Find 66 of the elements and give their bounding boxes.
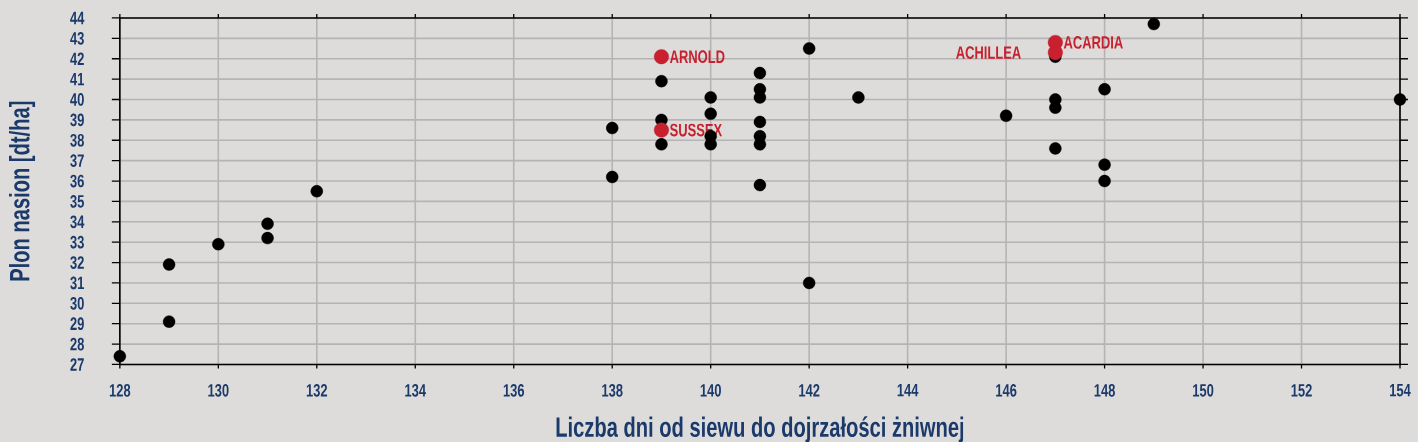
x-tick-label: 138 (602, 383, 623, 397)
x-tick-label: 128 (109, 383, 131, 397)
point (999, 109, 1013, 122)
y-tick-label: 30 (70, 296, 84, 310)
point (1049, 142, 1062, 155)
point (1393, 93, 1407, 106)
point (162, 258, 176, 271)
x-axis-title: Liczba dni od siewu do dojrzałości żniwnej (556, 416, 964, 442)
series-label: ARNOLD (669, 50, 725, 63)
x-tick-label: 148 (1094, 383, 1115, 397)
x-tick-label: 152 (1291, 383, 1312, 397)
y-tick-label: 44 (70, 11, 85, 24)
y-tick-label: 31 (70, 276, 84, 290)
point (606, 121, 619, 135)
point (753, 91, 767, 104)
point (1098, 82, 1111, 96)
x-tick-label: 142 (799, 383, 820, 397)
y-tick-label: 32 (70, 256, 84, 269)
point (802, 42, 816, 55)
y-tick-label: 27 (70, 358, 84, 371)
y-tick-label: 35 (70, 194, 84, 208)
point (704, 91, 717, 104)
x-tick-label: 134 (405, 383, 426, 397)
y-tick-label: 34 (70, 215, 85, 228)
series-label: ACARDIA (1063, 35, 1123, 49)
x-tick-label: 130 (208, 383, 229, 397)
point (261, 231, 274, 245)
y-axis-title: Plon nasion [dt/ha] (9, 101, 36, 281)
y-tick-label: 43 (70, 31, 84, 45)
y-tick-label: 41 (70, 72, 84, 86)
y-tick-label: 39 (70, 113, 84, 127)
x-tick-label: 140 (700, 383, 721, 397)
point (653, 49, 669, 65)
point (653, 122, 669, 138)
point (606, 170, 619, 183)
x-tick-label: 154 (1390, 383, 1411, 397)
point (310, 184, 323, 198)
series-label: ACHILLEA (956, 46, 1021, 59)
x-tick-label: 132 (306, 383, 328, 397)
x-tick-label: 146 (996, 383, 1017, 397)
point (753, 178, 767, 192)
y-tick-label: 33 (70, 235, 84, 249)
point (753, 115, 767, 128)
point (1098, 174, 1111, 188)
point (852, 91, 865, 104)
y-tick-label: 40 (70, 92, 84, 106)
y-tick-label: 36 (70, 174, 84, 188)
point (212, 237, 225, 251)
point (655, 137, 668, 151)
y-tick-label: 29 (70, 317, 84, 330)
x-tick-label: 136 (503, 383, 525, 397)
y-tick-label: 37 (70, 154, 84, 167)
point (1098, 158, 1111, 171)
y-tick-label: 42 (70, 52, 84, 65)
point (162, 315, 176, 328)
y-tick-label: 28 (70, 337, 84, 351)
point (753, 66, 767, 80)
point (113, 349, 127, 363)
x-tick-label: 150 (1193, 383, 1214, 397)
point (704, 107, 717, 120)
point (261, 217, 274, 230)
point (802, 276, 816, 289)
point (1147, 17, 1161, 31)
y-tick-label: 38 (70, 133, 84, 147)
point (655, 74, 668, 88)
x-tick-label: 144 (897, 383, 919, 397)
